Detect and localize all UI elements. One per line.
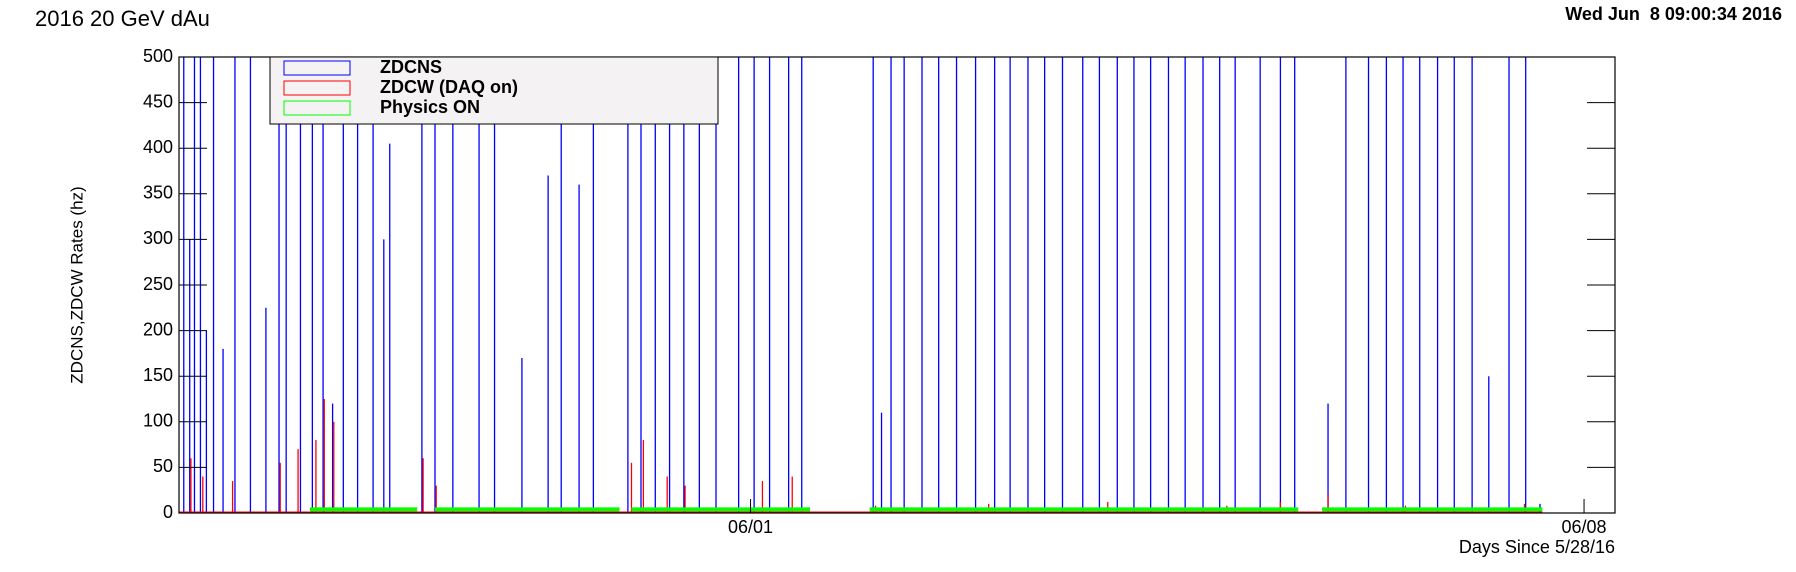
legend-label: ZDCW (DAQ on): [380, 77, 518, 97]
legend-label: Physics ON: [380, 97, 480, 117]
x-tick-label: 06/01: [728, 517, 773, 537]
legend-swatch: [283, 60, 351, 76]
y-tick-label: 300: [143, 228, 173, 248]
legend-label: ZDCNS: [380, 57, 442, 77]
y-tick-label: 200: [143, 319, 173, 339]
y-tick-label: 350: [143, 183, 173, 203]
y-tick-label: 500: [143, 46, 173, 66]
y-tick-label: 150: [143, 365, 173, 385]
y-axis-label: ZDCNS,ZDCW Rates (hz): [67, 186, 86, 383]
y-tick-label: 50: [153, 456, 173, 476]
x-tick-label: 06/08: [1562, 517, 1607, 537]
y-tick-label: 450: [143, 91, 173, 111]
timestamp: Wed Jun 8 09:00:34 2016: [1565, 4, 1782, 24]
plot-area: [179, 57, 1543, 513]
y-tick-label: 0: [163, 502, 173, 522]
legend-swatch: [283, 80, 351, 96]
y-tick-label: 400: [143, 137, 173, 157]
y-tick-label: 100: [143, 411, 173, 431]
legend-box: [269, 56, 719, 125]
y-tick-label: 250: [143, 274, 173, 294]
chart-title: 2016 20 GeV dAu: [35, 6, 210, 31]
legend-swatch: [283, 100, 351, 116]
x-axis-label: Days Since 5/28/16: [1459, 537, 1615, 557]
